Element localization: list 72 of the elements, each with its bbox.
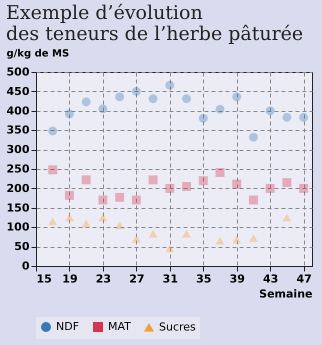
point xyxy=(198,176,208,186)
y-tick-label: 500 xyxy=(6,66,30,78)
y-tick-label: 50 xyxy=(14,240,30,254)
y-tick-label: 350 xyxy=(6,124,30,137)
point xyxy=(282,112,292,122)
point xyxy=(216,168,224,177)
point xyxy=(266,106,275,116)
point xyxy=(165,80,174,90)
point xyxy=(48,126,58,136)
point xyxy=(132,196,141,205)
x-tick-label: 47 xyxy=(296,272,312,286)
point xyxy=(182,230,192,238)
point xyxy=(98,214,108,222)
point xyxy=(248,234,258,242)
y-tick-label: 300 xyxy=(6,143,30,156)
point xyxy=(98,104,108,114)
y-tick-label: 450 xyxy=(6,84,30,98)
x-tick-label: 39 xyxy=(230,272,245,286)
y-tick-label: 150 xyxy=(6,201,30,214)
point xyxy=(115,192,124,202)
point xyxy=(64,190,74,200)
y-tick-label: 0 xyxy=(22,260,30,272)
point xyxy=(232,180,242,189)
point xyxy=(232,236,242,244)
point xyxy=(82,219,91,228)
point xyxy=(232,92,242,102)
point xyxy=(48,165,58,174)
point xyxy=(299,112,308,122)
point xyxy=(248,132,258,142)
text: Exemple d’évolution xyxy=(6,2,203,24)
point xyxy=(198,114,208,123)
text: des teneurs de l’herbe pâturée xyxy=(6,23,304,45)
x-tick-label: 19 xyxy=(62,272,78,286)
x-axis-title: Semaine xyxy=(259,288,312,300)
point xyxy=(132,86,141,96)
point xyxy=(148,94,158,104)
point xyxy=(82,97,91,106)
point xyxy=(299,184,308,193)
point xyxy=(282,214,292,222)
point xyxy=(182,94,192,104)
x-tick-label: 15 xyxy=(36,272,52,286)
point xyxy=(64,109,74,118)
point xyxy=(115,221,124,230)
y-tick-label: 250 xyxy=(6,162,30,176)
point xyxy=(182,182,192,191)
y-tick-label: 200 xyxy=(6,182,30,195)
point xyxy=(132,234,141,243)
point xyxy=(216,104,224,114)
point xyxy=(98,196,108,205)
point xyxy=(48,218,58,226)
point xyxy=(248,196,258,205)
x-tick-label: 43 xyxy=(263,272,278,286)
x-tick-label: 31 xyxy=(162,272,178,286)
point xyxy=(148,175,158,184)
y-tick-label: 400 xyxy=(6,104,30,118)
legend-label: Sucres xyxy=(159,320,196,334)
point xyxy=(148,230,158,238)
legend-label: MAT xyxy=(108,320,132,333)
point xyxy=(266,184,275,193)
x-tick-label: 35 xyxy=(196,272,212,286)
legend-label: NDF xyxy=(56,320,80,333)
point xyxy=(82,175,91,184)
y-tick-label: 100 xyxy=(6,220,30,234)
point xyxy=(64,214,74,222)
x-tick-label: 23 xyxy=(96,272,112,286)
point xyxy=(282,178,292,188)
point xyxy=(216,236,224,245)
point xyxy=(115,92,124,102)
point xyxy=(165,244,174,252)
y-axis-title: g/kg de MS xyxy=(6,48,70,60)
x-tick-label: 27 xyxy=(129,272,145,286)
point xyxy=(165,184,174,193)
